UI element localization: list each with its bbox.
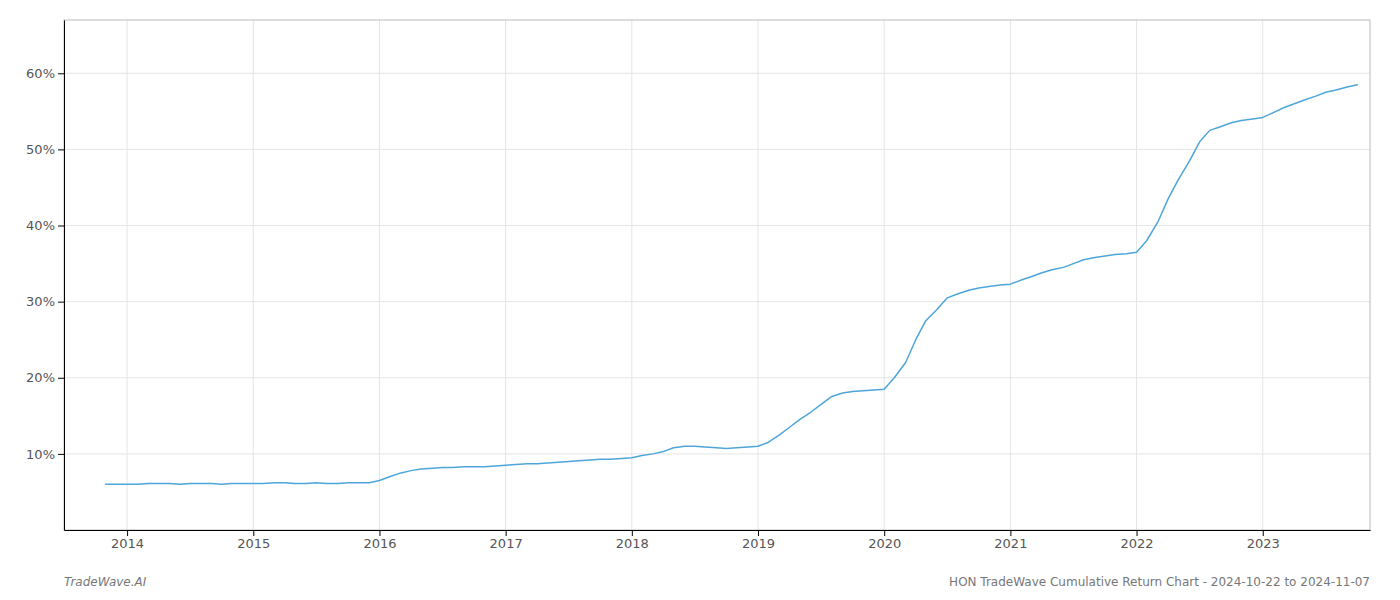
x-tick-mark [506,530,507,536]
y-tick-mark [58,302,64,303]
x-tick-label: 2023 [1247,536,1280,551]
y-tick: 60% [26,66,64,81]
y-tick-mark [58,226,64,227]
x-tick-mark [1010,530,1011,536]
footer-annotation: HON TradeWave Cumulative Return Chart - … [949,575,1370,589]
x-tick: 2014 [111,530,144,551]
y-tick: 50% [26,142,64,157]
x-tick-mark [884,530,885,536]
y-tick-label: 20% [26,370,55,385]
y-tick-mark [58,149,64,150]
y-tick-mark [58,73,64,74]
x-tick-mark [632,530,633,536]
y-tick: 30% [26,294,64,309]
grid-line-y [64,377,1370,378]
y-tick-mark [58,454,64,455]
x-tick-label: 2017 [490,536,523,551]
footer-annotation: TradeWave.AI [64,575,147,589]
y-axis: 10% 20% 30% 40% 50% 60% [26,21,64,531]
x-tick: 2018 [616,530,649,551]
x-tick-label: 2019 [742,536,775,551]
x-tick: 2022 [1121,530,1154,551]
grid [64,20,1370,530]
x-tick: 2023 [1247,530,1280,551]
x-tick: 2020 [868,530,901,551]
y-axis-line [64,21,65,531]
x-tick-label: 2018 [616,536,649,551]
marks [106,85,1358,485]
grid-line-y [64,301,1370,302]
x-tick-mark [253,530,254,536]
x-tick-label: 2016 [363,536,396,551]
x-tick: 2016 [363,530,396,551]
x-tick-mark [127,530,128,536]
y-tick: 10% [26,447,64,462]
y-tick-label: 50% [26,142,55,157]
x-axis: 2014 2015 2016 2017 2018 2019 2020 2021 2022 2023 [65,530,1371,551]
grid-line-y [64,225,1370,226]
x-tick: 2017 [490,530,523,551]
x-tick: 2021 [994,530,1027,551]
grid-line-y [64,73,1370,74]
y-tick-mark [58,378,64,379]
x-tick-mark [379,530,380,536]
chart: 2014 2015 2016 2017 2018 2019 2020 2021 2022 2023… [0,0,1400,600]
x-tick-label: 2015 [237,536,270,551]
x-tick-label: 2014 [111,536,144,551]
x-tick: 2019 [742,530,775,551]
grid-line-y [64,453,1370,454]
x-axis-line [65,530,1371,531]
grid-line-y [64,149,1370,150]
y-tick-label: 40% [26,218,55,233]
x-tick-label: 2022 [1121,536,1154,551]
x-tick-label: 2020 [868,536,901,551]
plot-frame [64,20,1370,530]
y-tick-label: 10% [26,447,55,462]
plot: 2014 2015 2016 2017 2018 2019 2020 2021 2022 2023… [26,20,1370,551]
x-tick-label: 2021 [994,536,1027,551]
x-tick-mark [758,530,759,536]
y-tick: 40% [26,218,64,233]
line [106,85,1358,485]
y-tick: 20% [26,370,64,385]
x-tick-mark [1263,530,1264,536]
x-tick-mark [1137,530,1138,536]
x-tick: 2015 [237,530,270,551]
y-tick-label: 60% [26,66,55,81]
y-tick-label: 30% [26,294,55,309]
